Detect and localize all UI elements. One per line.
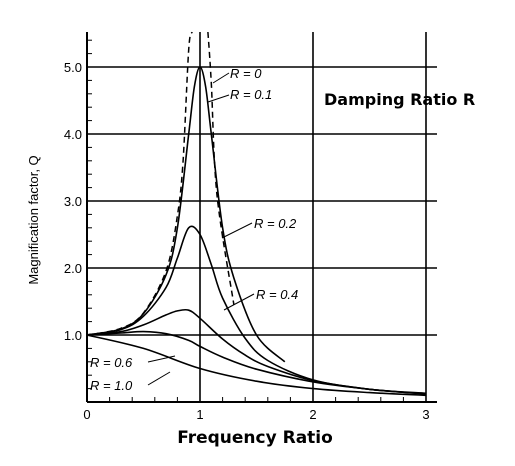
series-label-r01: R = 0.1 (230, 87, 272, 102)
leader-line-2 (221, 222, 253, 239)
label-leader-lines (147, 72, 255, 386)
series-label-r04: R = 0.4 (256, 287, 298, 302)
x-tick-label: 2 (309, 407, 316, 422)
tick-labels: 0 1 2 3 1.0 2.0 3.0 4.0 5.0 (64, 60, 430, 422)
series-label-r10: R = 1.0 (90, 378, 133, 393)
series-label-r06: R = 0.6 (90, 355, 133, 370)
series-r0-branch-1 (207, 31, 235, 306)
series-label-r0: R = 0 (230, 66, 262, 81)
series-label-r02: R = 0.2 (254, 216, 297, 231)
leader-line-0 (212, 72, 230, 84)
series-line-4 (86, 330, 427, 395)
series-line-5 (86, 334, 427, 397)
leader-line-4 (147, 355, 176, 363)
series-line-3 (86, 308, 427, 395)
leader-line-5 (147, 371, 171, 386)
leader-line-1 (207, 94, 230, 103)
axes (86, 32, 437, 403)
x-tick-label: 1 (196, 407, 203, 422)
series-line-2 (86, 225, 427, 395)
chart-title: Damping Ratio R (324, 90, 475, 109)
series-r0-branch-0 (86, 31, 193, 336)
x-tick-label: 3 (422, 407, 429, 422)
y-tick-label: 4.0 (64, 127, 82, 142)
grid (87, 32, 437, 402)
x-tick-label: 0 (83, 407, 90, 422)
x-axis-label: Frequency Ratio (177, 428, 333, 448)
leader-line-3 (223, 293, 255, 311)
y-tick-label: 5.0 (64, 60, 82, 75)
series-line-1 (86, 66, 286, 363)
y-tick-label: 2.0 (64, 261, 82, 276)
y-tick-label: 3.0 (64, 194, 82, 209)
y-axis-label: Magnification factor, Q (26, 155, 41, 284)
curves (86, 31, 427, 397)
y-tick-label: 1.0 (64, 328, 82, 343)
